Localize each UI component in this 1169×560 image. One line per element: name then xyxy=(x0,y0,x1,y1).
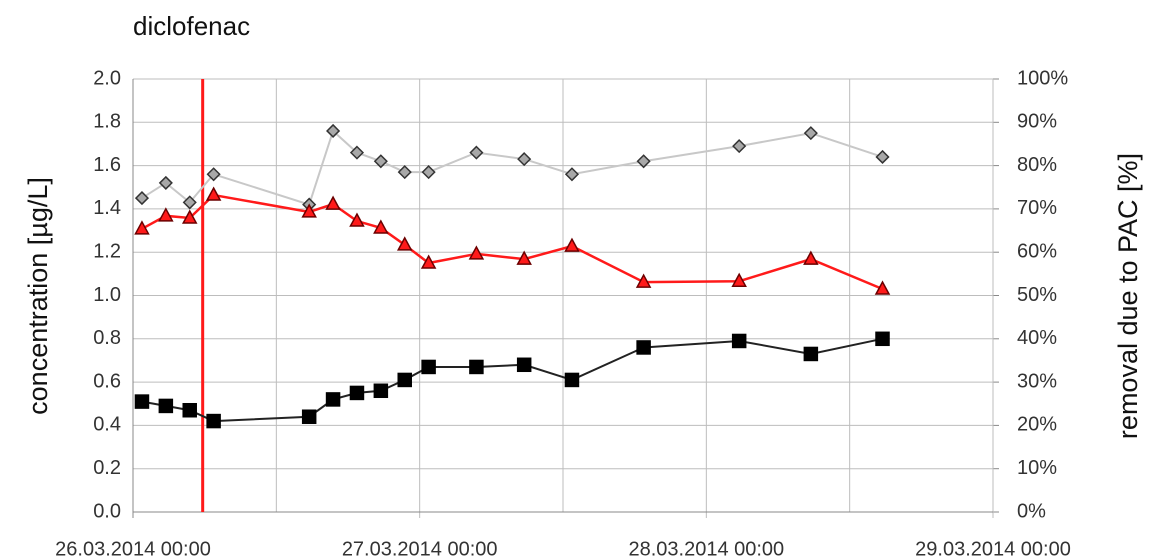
x-tick-label: 28.03.2014 00:00 xyxy=(628,538,784,560)
chart-title: diclofenac xyxy=(133,11,250,41)
triangle-marker xyxy=(468,245,485,260)
square-marker xyxy=(516,357,532,373)
square-marker xyxy=(373,383,389,399)
y-tick-label: 1.8 xyxy=(93,111,121,133)
triangle-marker xyxy=(158,207,174,222)
square-marker xyxy=(158,398,174,414)
square-marker xyxy=(564,372,580,388)
y2-axis-label: removal due to PAC [%] xyxy=(1113,153,1143,439)
diamond-marker xyxy=(421,165,436,180)
y-tick-label: 1.6 xyxy=(93,154,121,176)
diamond-marker xyxy=(134,191,150,206)
triangle-marker xyxy=(803,250,819,265)
square-marker xyxy=(803,346,819,362)
diamond-marker xyxy=(373,154,388,169)
y2-tick-label: 30% xyxy=(1017,370,1057,392)
triangle-marker xyxy=(516,250,532,265)
y-tick-label: 0.8 xyxy=(93,327,121,349)
y2-tick-label: 50% xyxy=(1017,284,1057,306)
y-tick-label: 2.0 xyxy=(93,67,121,89)
y2-tick-label: 90% xyxy=(1017,111,1057,133)
diamond-marker xyxy=(636,154,651,169)
y-tick-label: 0.6 xyxy=(93,370,121,392)
diamond-marker xyxy=(469,145,484,160)
triangle-marker xyxy=(373,219,389,234)
triangle-marker xyxy=(564,237,580,252)
triangle-marker xyxy=(731,272,747,287)
square-marker xyxy=(206,413,221,429)
triangle-marker xyxy=(325,195,341,210)
y2-tick-label: 70% xyxy=(1017,197,1057,219)
diamond-marker xyxy=(803,126,818,141)
y-tick-label: 1.4 xyxy=(93,197,121,219)
triangle-marker xyxy=(205,186,222,201)
diamond-marker xyxy=(349,145,365,160)
y2-tick-label: 40% xyxy=(1017,327,1057,349)
square-marker xyxy=(182,402,197,418)
y-tick-label: 0.2 xyxy=(93,457,121,479)
y2-tick-label: 20% xyxy=(1017,414,1057,436)
series-line xyxy=(141,129,883,206)
square-marker xyxy=(469,359,484,375)
y-tick-label: 0.4 xyxy=(93,414,121,436)
y2-tick-label: 80% xyxy=(1017,154,1057,176)
triangle-marker xyxy=(181,209,198,224)
diamond-marker xyxy=(158,175,173,190)
triangle-marker xyxy=(420,254,437,269)
square-marker xyxy=(421,359,436,375)
y2-tick-label: 0% xyxy=(1017,500,1046,522)
square-marker xyxy=(301,409,317,424)
triangle-marker xyxy=(396,236,413,251)
diamond-marker xyxy=(397,165,412,180)
y-axis-label: concentration [µg/L] xyxy=(23,177,53,415)
square-marker xyxy=(731,333,747,349)
y2-tick-label: 100% xyxy=(1017,67,1068,89)
square-marker xyxy=(875,331,890,347)
diamond-marker xyxy=(564,167,580,182)
square-marker xyxy=(636,340,651,355)
triangle-marker xyxy=(349,212,365,227)
diamond-marker xyxy=(875,149,890,165)
y2-tick-label: 10% xyxy=(1017,457,1057,479)
diamond-marker xyxy=(326,123,341,139)
diamond-marker xyxy=(732,139,747,154)
square-marker xyxy=(134,394,150,409)
triangle-marker xyxy=(874,280,891,295)
diamond-marker xyxy=(517,152,532,167)
square-marker xyxy=(349,385,365,401)
square-marker xyxy=(325,392,341,407)
y2-tick-label: 60% xyxy=(1017,240,1057,262)
x-tick-label: 26.03.2014 00:00 xyxy=(55,538,211,560)
diamond-marker xyxy=(206,167,221,182)
diamond-marker xyxy=(182,195,197,210)
triangle-marker xyxy=(301,203,317,218)
square-marker xyxy=(397,372,412,388)
triangle-marker xyxy=(635,273,652,288)
y-tick-label: 1.2 xyxy=(93,240,121,262)
series-line xyxy=(141,337,883,423)
y-tick-label: 0.0 xyxy=(93,500,121,522)
triangle-marker xyxy=(134,220,150,235)
x-tick-label: 29.03.2014 00:00 xyxy=(915,538,1071,560)
x-tick-label: 27.03.2014 00:00 xyxy=(342,538,498,560)
y-tick-label: 1.0 xyxy=(93,284,121,306)
